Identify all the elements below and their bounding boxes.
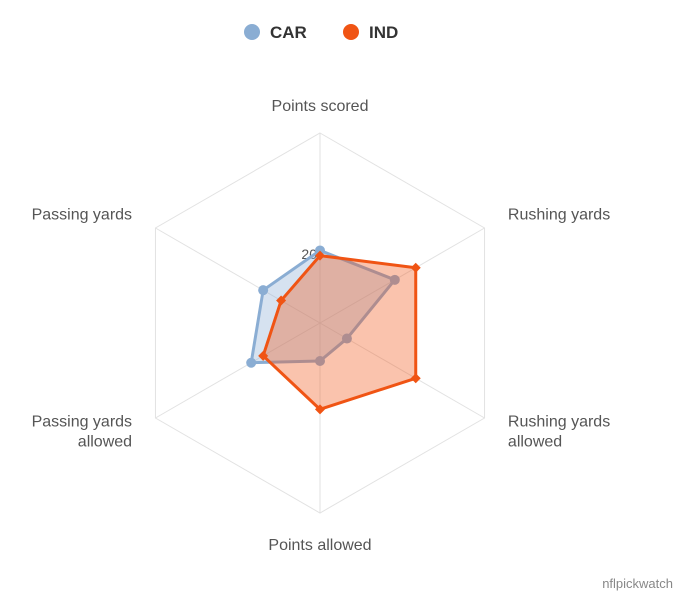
legend-label: CAR	[270, 23, 307, 42]
data-point-ind	[276, 295, 287, 306]
data-point-ind	[258, 350, 269, 361]
grid-spoke	[319, 227, 485, 324]
data-point-car	[315, 245, 325, 256]
data-point-car	[315, 356, 325, 366]
grid-spoke	[155, 227, 321, 324]
series-ind	[258, 250, 421, 415]
data-point-ind	[315, 250, 325, 261]
legend-item-ind[interactable]: IND	[343, 23, 398, 42]
data-point-car	[389, 274, 400, 285]
axis-labels: Points scored Rushing yards Rushing yards a…	[32, 98, 611, 554]
data-point-ind	[410, 373, 421, 384]
series-layer	[246, 245, 421, 415]
axis-label: Passing yards allowed	[32, 414, 133, 451]
grid-spoke	[155, 322, 321, 419]
legend-marker	[244, 24, 260, 40]
axis-label: Points scored	[272, 98, 369, 115]
legend[interactable]: CAR IND	[244, 23, 398, 42]
axis-label: Rushing yards	[508, 207, 610, 224]
data-point-car	[246, 357, 257, 368]
axis-label: Passing yards	[32, 207, 133, 224]
credit-text[interactable]: nflpickwatch	[602, 576, 673, 591]
data-point-car	[341, 333, 352, 344]
data-point-car	[258, 285, 269, 296]
series-car	[246, 245, 400, 368]
axis-label: Rushing yards allowed	[508, 414, 610, 451]
data-point-ind	[410, 262, 421, 273]
legend-label: IND	[369, 23, 398, 42]
radial-tick-label: 20	[301, 246, 317, 262]
axis-label: Points allowed	[268, 537, 371, 554]
legend-marker	[343, 24, 359, 40]
legend-item-car[interactable]: CAR	[244, 23, 307, 42]
data-point-ind	[315, 404, 325, 415]
